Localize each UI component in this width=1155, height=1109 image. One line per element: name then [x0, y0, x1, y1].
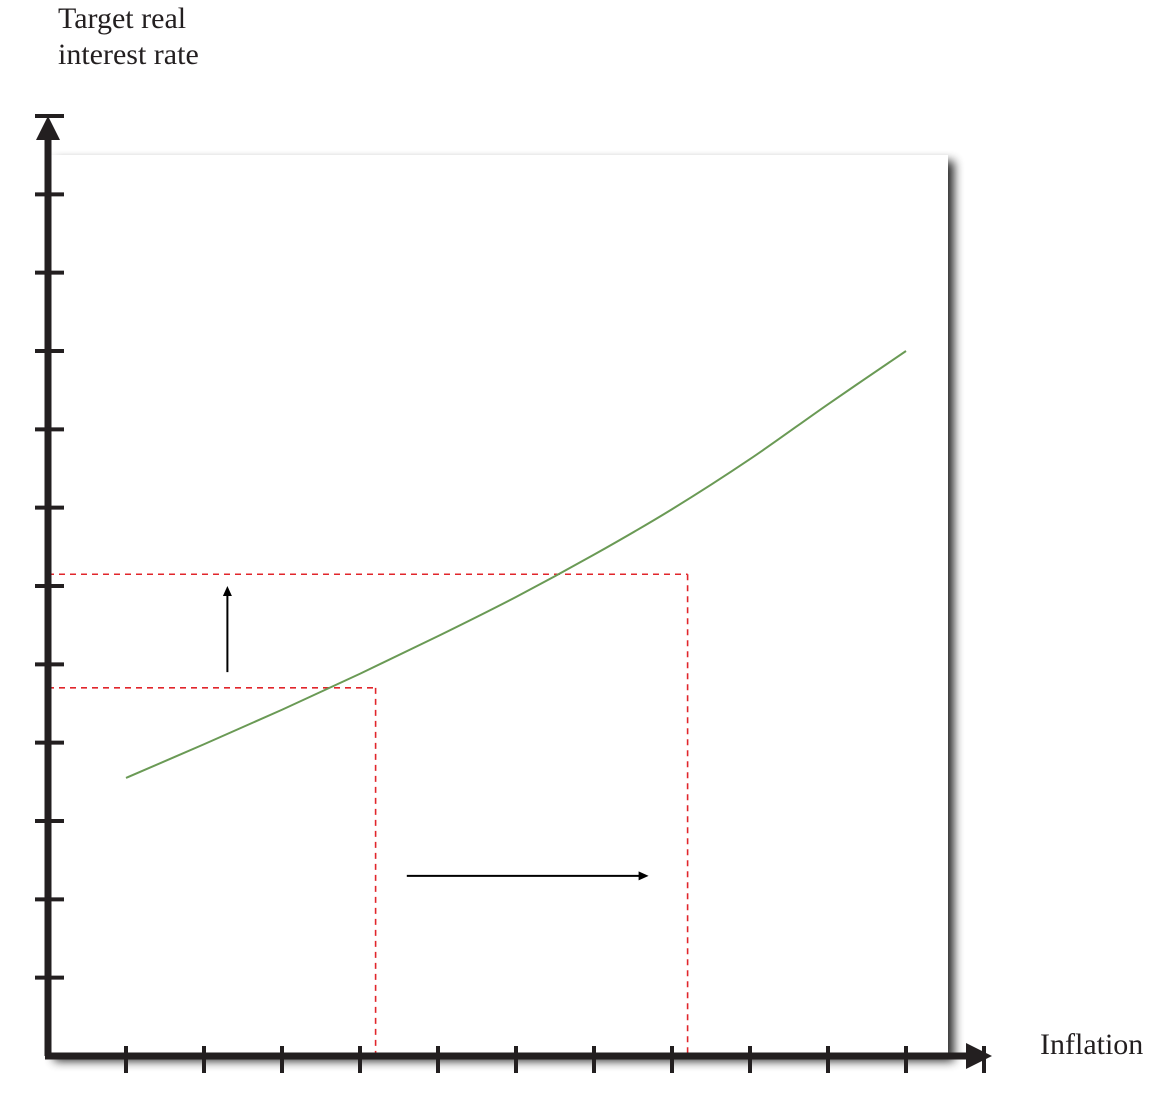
right-arrow-head — [638, 871, 649, 881]
x-axis-title: Inflation — [1040, 1028, 1143, 1061]
annotation-arrows — [222, 586, 649, 881]
plot-panel — [48, 155, 948, 1055]
axes — [36, 116, 992, 1069]
up-arrow-head — [222, 586, 232, 596]
y-axis-title-line-2: interest rate — [58, 38, 199, 71]
guide-lines — [48, 573, 689, 1056]
y-axis-title-line-1: Target real — [58, 2, 186, 35]
series-line — [125, 350, 907, 779]
x-axis-arrowhead — [966, 1043, 992, 1069]
curve-group — [125, 350, 907, 779]
y-axis-arrowhead — [36, 116, 60, 140]
axis-ticks — [35, 114, 986, 1073]
